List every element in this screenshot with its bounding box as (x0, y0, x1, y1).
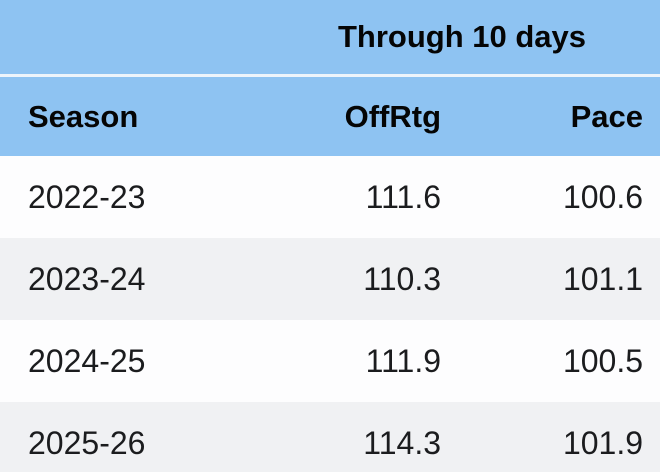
table-group-header: Through 10 days (280, 0, 660, 77)
table-row: 2024-25 111.9 100.5 (0, 320, 660, 402)
pace-cell: 100.6 (562, 178, 644, 215)
pace-cell: 101.9 (562, 424, 644, 461)
season-cell: 2022-23 (28, 178, 146, 215)
season-cell: 2025-26 (28, 424, 146, 461)
group-header-row: Through 10 days (0, 0, 660, 77)
offrtg-cell: 111.9 (365, 342, 441, 379)
pace-cell: 100.5 (562, 342, 644, 379)
offrtg-cell: 110.3 (363, 260, 441, 297)
column-header-season: Season (0, 75, 280, 156)
column-header-row: Season OffRtg Pace (0, 75, 660, 156)
season-cell: 2023-24 (28, 260, 146, 297)
column-header-pace: Pace (442, 75, 660, 156)
offrtg-cell: 114.3 (363, 424, 441, 461)
table-row: 2022-23 111.6 100.6 (0, 156, 660, 238)
season-cell: 2024-25 (28, 342, 146, 379)
group-header-spacer (0, 0, 280, 77)
table-row: 2025-26 114.3 101.9 (0, 402, 660, 472)
table-row: 2023-24 110.3 101.1 (0, 238, 660, 320)
column-header-offrtg: OffRtg (280, 75, 442, 156)
offrtg-cell: 111.6 (365, 178, 441, 215)
pace-cell: 101.1 (562, 260, 644, 297)
